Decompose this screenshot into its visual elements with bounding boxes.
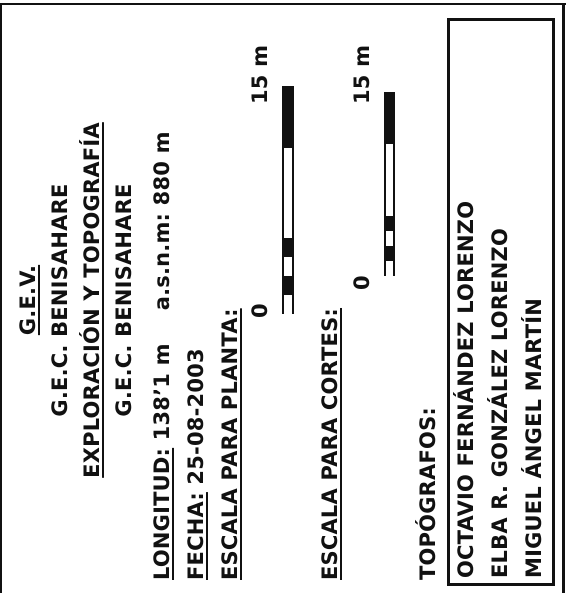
planta-scale-segment [282,238,294,257]
planta-scale-segment [282,86,294,148]
cortes-scale-segment [384,231,395,246]
planta-scale-bar [282,86,294,314]
fecha-value: 25-08-2003 [184,348,208,485]
exploracion-topografia: EXPLORACIÓN Y TOPOGRAFÍA [80,122,104,478]
topografo-name-1: OCTAVIO FERNÁNDEZ LORENZO [454,200,478,578]
planta-scale-max: 15 m [248,44,272,104]
cortes-scale-segment [384,246,395,261]
cortes-scale-segment [384,92,395,144]
longitud-value: 138’1 m [150,343,174,441]
longitud-line: LONGITUD: 138’1 m a.s.n.m: 880 m [150,131,174,580]
escala-planta-label: ESCALA PARA PLANTA: [218,308,242,580]
planta-scale-zero: 0 [248,303,272,318]
cortes-scale-max: 15 m [350,44,374,104]
cortes-scale-bar [384,92,395,276]
topografos-names-box [447,18,555,586]
cortes-scale-segment [384,216,395,231]
longitud-label: LONGITUD: [150,447,174,580]
planta-scale-segment [282,276,294,295]
gec-benisahare-2: G.E.C. BENISAHARE [112,183,136,417]
frame-top-border [0,3,566,5]
frame-right-border [562,3,565,593]
escala-cortes-label: ESCALA PARA CORTES: [318,307,342,580]
gec-benisahare-1: G.E.C. BENISAHARE [48,183,72,417]
planta-scale-segment [282,295,294,314]
cortes-scale-segment [384,261,395,276]
planta-scale-segment [282,148,294,238]
frame-left-border [0,3,2,593]
fecha-line: FECHA: 25-08-2003 [184,348,208,580]
gev-title: G.E.V. [16,264,40,336]
topografo-name-2: ELBA R. GONZÁLEZ LORENZO [488,227,512,578]
fecha-label: FECHA: [184,492,208,580]
cortes-scale-segment [384,144,395,216]
topografos-label: TOPÓGRAFOS: [416,407,440,580]
altitude-value: a.s.n.m: 880 m [150,131,174,311]
cortes-scale-zero: 0 [350,275,374,290]
planta-scale-segment [282,257,294,276]
topografo-name-3: MIGUEL ÁNGEL MARTÍN [522,297,546,578]
